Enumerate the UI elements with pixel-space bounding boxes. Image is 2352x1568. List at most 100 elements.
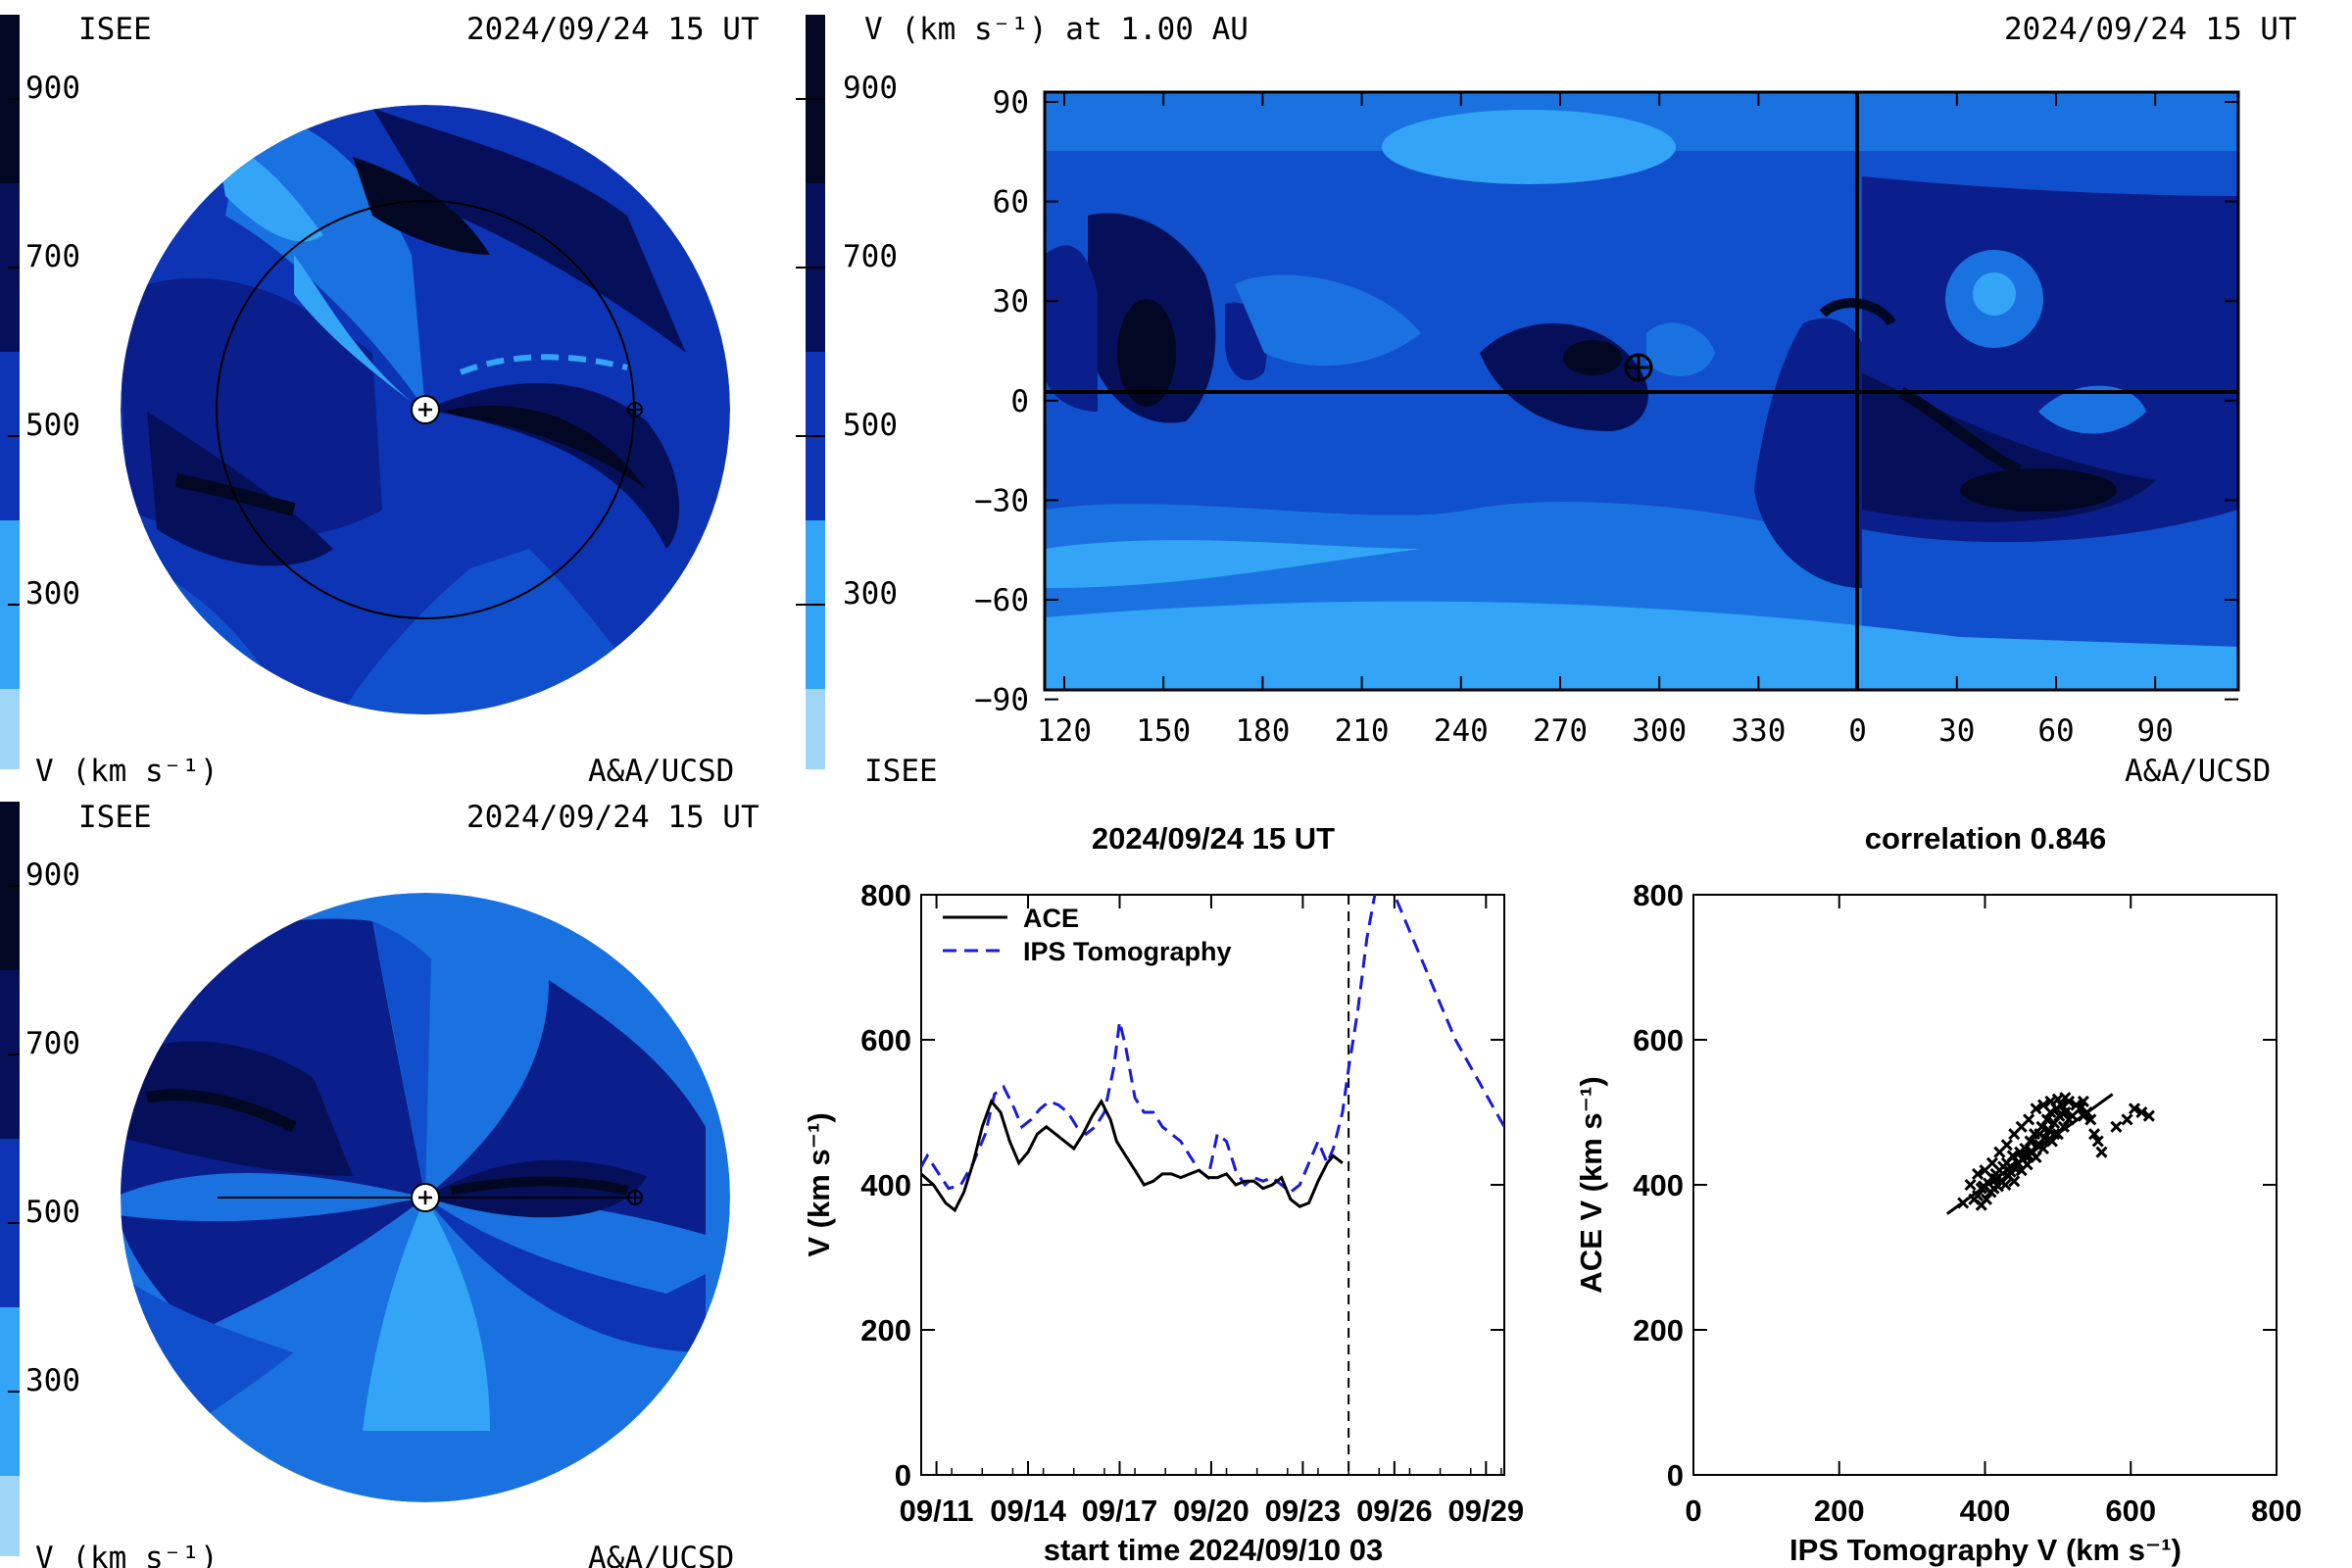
scatter-point bbox=[2084, 1113, 2097, 1126]
y-tick-label: −90 bbox=[974, 683, 1029, 718]
x-tick-label: 09/29 bbox=[1448, 1494, 1525, 1528]
scatter-point bbox=[2036, 1099, 2050, 1111]
x-tick-label: 150 bbox=[1136, 713, 1191, 749]
colorbar-bottom-left: 900 700 500 300 bbox=[0, 802, 80, 1556]
x-tick-label: 400 bbox=[1960, 1494, 2011, 1528]
scatter-point bbox=[2135, 1105, 2148, 1119]
scatter-point bbox=[1980, 1193, 1993, 1205]
time-series-axes: 0 200 400 600 800 09/11 09/14 09/17 09/20 09/23 09… bbox=[860, 878, 1524, 1528]
y-tick-label: 600 bbox=[1633, 1023, 1684, 1057]
scatter-point bbox=[2077, 1095, 2089, 1107]
colorbar-level-700: 700 bbox=[25, 239, 80, 274]
fit-line bbox=[1945, 1093, 2114, 1215]
scatter-point bbox=[2091, 1135, 2104, 1148]
scatter-point bbox=[2040, 1113, 2053, 1126]
y-tick-label: 60 bbox=[993, 185, 1029, 220]
panel-label-isee: ISEE bbox=[78, 800, 152, 835]
scatter-point bbox=[2121, 1113, 2133, 1126]
x-tick-label: 60 bbox=[2037, 713, 2074, 749]
x-axis-label: start time 2024/09/10 03 bbox=[1044, 1533, 1383, 1567]
legend-ace-label: ACE bbox=[1023, 904, 1079, 933]
y-tick-label: 90 bbox=[993, 85, 1029, 121]
x-tick-label: 800 bbox=[2251, 1494, 2302, 1528]
y-tick-label: 0 bbox=[1667, 1458, 1684, 1493]
scatter-point bbox=[2059, 1092, 2072, 1104]
y-tick-label: 400 bbox=[1633, 1168, 1684, 1202]
x-tick-label: 600 bbox=[2105, 1494, 2156, 1528]
sun-marker-icon bbox=[411, 1183, 440, 1212]
chart-title: correlation 0.846 bbox=[1865, 821, 2106, 856]
scatter-point bbox=[1971, 1167, 1984, 1180]
scatter-point bbox=[2142, 1109, 2155, 1122]
panel-timestamp: 2024/09/24 15 UT bbox=[466, 800, 760, 835]
scatter-point bbox=[2074, 1102, 2086, 1115]
panel-time-series: 2024/09/24 15 UT 0 200 400 600 800 09/11 09/14… bbox=[802, 821, 1524, 1567]
panel-scatter: correlation 0.846 0 200 400 600 800 0 200 400 60… bbox=[1574, 821, 2302, 1567]
sun-marker-icon bbox=[411, 395, 440, 424]
x-tick-label: 330 bbox=[1731, 713, 1786, 749]
scatter-point bbox=[2006, 1150, 2019, 1162]
panel-top-right: 900 700 500 300 V (km s⁻¹) at 1.00 AU 20… bbox=[796, 12, 2297, 789]
credit-label: A&A/UCSD bbox=[588, 1541, 734, 1568]
scatter-point bbox=[2048, 1117, 2061, 1130]
scatter-point bbox=[2000, 1139, 2013, 1152]
x-tick-label: 09/11 bbox=[900, 1494, 974, 1528]
colorbar-level-500: 500 bbox=[25, 1195, 80, 1230]
y-tick-label: −30 bbox=[974, 483, 1029, 518]
chart-frame bbox=[920, 894, 1505, 1476]
scatter-point bbox=[2128, 1102, 2141, 1115]
y-tick-label: −60 bbox=[974, 583, 1029, 618]
y-tick-label: 800 bbox=[860, 878, 911, 912]
y-tick-label: 600 bbox=[860, 1023, 911, 1057]
colorbar-level-300: 300 bbox=[25, 576, 80, 612]
panel-timestamp: 2024/09/24 15 UT bbox=[2004, 12, 2297, 47]
y-tick-label: 200 bbox=[1633, 1313, 1684, 1348]
colorbar-level-900: 900 bbox=[25, 858, 80, 893]
scatter-point bbox=[2023, 1113, 2035, 1126]
colorbar-top-right: 900 700 500 300 bbox=[796, 15, 898, 769]
scatter-point bbox=[2087, 1128, 2101, 1141]
ace-line bbox=[921, 1098, 1344, 1213]
credit-label: A&A/UCSD bbox=[588, 754, 734, 789]
scatter-point bbox=[2053, 1109, 2066, 1122]
colorbar-level-500: 500 bbox=[25, 408, 80, 443]
legend-ips-label: IPS Tomography bbox=[1023, 937, 1232, 966]
y-tick-label: 0 bbox=[1010, 384, 1029, 419]
scatter-point bbox=[2030, 1102, 2042, 1115]
x-tick-label: 90 bbox=[2137, 713, 2174, 749]
colorbar-level-900: 900 bbox=[25, 71, 80, 106]
scatter-point bbox=[2059, 1105, 2072, 1119]
earth-marker-icon bbox=[627, 1190, 643, 1205]
x-tick-label: 0 bbox=[1848, 713, 1867, 749]
x-tick-label: 240 bbox=[1434, 713, 1489, 749]
y-axis-label: V (km s⁻¹) bbox=[802, 1112, 836, 1256]
colorbar-unit-label: V (km s⁻¹) bbox=[35, 754, 219, 789]
panel-label-isee: ISEE bbox=[864, 754, 938, 789]
colorbar-top-left: 900 700 500 300 bbox=[0, 15, 80, 769]
panel-bottom-left: 900 700 500 300 ISEE 2024/09/24 15 UT V … bbox=[0, 800, 760, 1568]
colorbar-level-500: 500 bbox=[843, 408, 898, 443]
colorbar-level-700: 700 bbox=[25, 1026, 80, 1061]
earth-marker-icon bbox=[627, 402, 643, 417]
x-axis-label: IPS Tomography V (km s⁻¹) bbox=[1789, 1533, 2181, 1567]
chart-title: 2024/09/24 15 UT bbox=[1092, 821, 1335, 856]
legend: ACE IPS Tomography bbox=[943, 904, 1232, 966]
x-tick-label: 300 bbox=[1632, 713, 1687, 749]
colorbar-level-300: 300 bbox=[25, 1363, 80, 1398]
x-tick-label: 120 bbox=[1037, 713, 1092, 749]
colorbar-level-700: 700 bbox=[843, 239, 898, 274]
colorbar-level-900: 900 bbox=[843, 71, 898, 106]
scatter-point bbox=[2024, 1135, 2036, 1148]
y-tick-label: 30 bbox=[993, 284, 1029, 319]
x-tick-label: 09/20 bbox=[1173, 1494, 1250, 1528]
scatter-point bbox=[2095, 1146, 2108, 1158]
x-tick-label: 180 bbox=[1235, 713, 1290, 749]
x-tick-label: 09/23 bbox=[1265, 1494, 1342, 1528]
x-tick-label: 09/17 bbox=[1082, 1494, 1158, 1528]
earth-position-icon bbox=[1624, 353, 1653, 382]
credit-label: A&A/UCSD bbox=[2125, 754, 2271, 789]
scatter-point bbox=[2035, 1120, 2048, 1133]
colorbar-unit-label: V (km s⁻¹) bbox=[35, 1541, 219, 1568]
scatter-axes: 0 200 400 600 800 0 200 400 600 800 bbox=[1633, 878, 2302, 1528]
